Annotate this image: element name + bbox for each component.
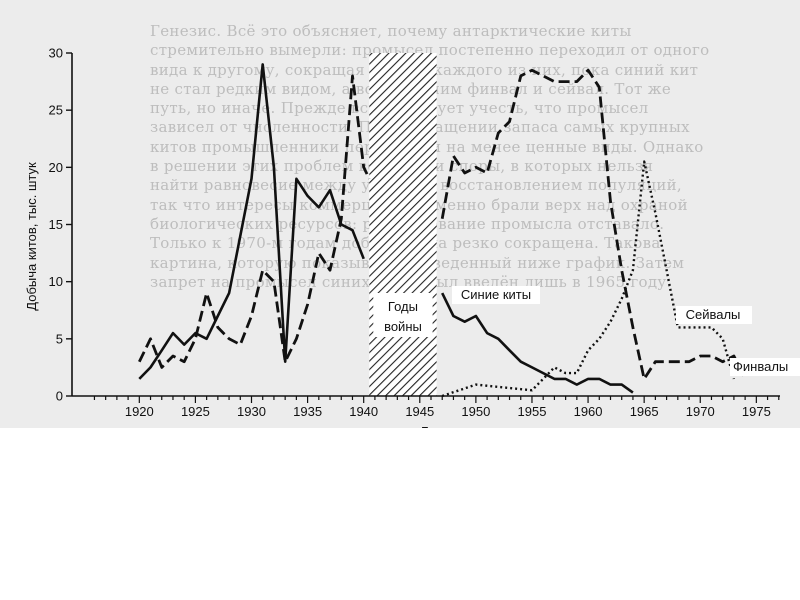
- scanned-page: Генезис. Всё это объясняет, почему антар…: [0, 0, 800, 428]
- series-line-1-segment-0: [138, 74, 371, 369]
- x-axis-label: Годы: [421, 424, 451, 428]
- annotation-bg: [676, 306, 752, 324]
- y-tick-label: 0: [56, 389, 63, 404]
- y-tick-label: 5: [56, 331, 63, 346]
- y-tick-label: 15: [49, 217, 63, 232]
- war-label-box: [373, 293, 433, 337]
- x-tick-label: 1970: [686, 404, 715, 419]
- x-tick-label: 1950: [461, 404, 490, 419]
- x-tick-label: 1960: [574, 404, 603, 419]
- x-tick-label: 1930: [237, 404, 266, 419]
- war-years-band: [369, 53, 437, 396]
- y-tick-label: 20: [49, 160, 63, 175]
- annotation-bg: [730, 358, 800, 376]
- y-tick-label: 10: [49, 274, 63, 289]
- x-tick-label: 1975: [742, 404, 771, 419]
- x-tick-label: 1955: [518, 404, 547, 419]
- y-tick-label: 25: [49, 103, 63, 118]
- background-text-line: стремительно вымерли: промысел постепенн…: [150, 41, 710, 60]
- x-tick-label: 1940: [349, 404, 378, 419]
- background-text-line: Генезис. Всё это объясняет, почему антар…: [150, 22, 632, 40]
- x-tick-label: 1965: [630, 404, 659, 419]
- y-axis-label: Добыча китов, тыс. штук: [24, 162, 39, 311]
- war-label-line1: Годы: [388, 299, 418, 314]
- series-annotation: Синие киты: [461, 287, 531, 302]
- series-line-1-segment-1: [440, 68, 747, 381]
- whale-catch-chart: Годы войны 0 5 10 15 20 25 30 1920 1925 1930 1935 19…: [24, 46, 800, 428]
- x-tick-label: 1935: [293, 404, 322, 419]
- x-tick-label: 1920: [125, 404, 154, 419]
- series-line-0-segment-1: [441, 292, 634, 394]
- x-tick-label: 1945: [405, 404, 434, 419]
- x-tick-label: 1925: [181, 404, 210, 419]
- war-label-line2: войны: [384, 319, 422, 334]
- series-annotation: Сейвалы: [686, 307, 741, 322]
- series-annotation: Финвалы: [733, 359, 788, 374]
- annotation-bg: [452, 286, 540, 304]
- y-tick-label: 30: [49, 46, 63, 61]
- series-line-2-segment-0: [441, 160, 736, 398]
- series-line-0-segment-0: [138, 63, 365, 380]
